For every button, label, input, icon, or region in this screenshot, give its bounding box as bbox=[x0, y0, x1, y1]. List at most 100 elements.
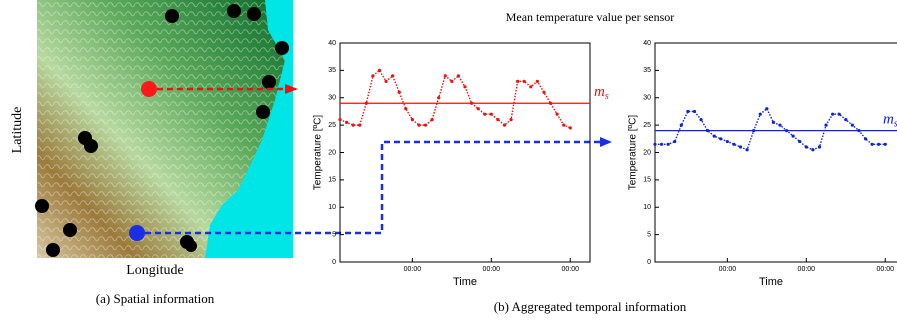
blue-arrowhead bbox=[600, 137, 612, 147]
series-line bbox=[340, 70, 570, 127]
data-point bbox=[759, 113, 762, 116]
x-tick-label: 00:00 bbox=[483, 266, 501, 273]
data-point bbox=[653, 143, 656, 146]
y-tick-label: 15 bbox=[328, 177, 336, 184]
data-point bbox=[384, 80, 387, 83]
y-tick-label: 0 bbox=[332, 259, 336, 266]
plot-frame bbox=[655, 43, 897, 262]
data-point bbox=[719, 137, 722, 140]
data-point bbox=[477, 107, 480, 110]
data-point bbox=[516, 80, 519, 83]
data-point bbox=[542, 91, 545, 94]
y-tick-label: 30 bbox=[328, 95, 336, 102]
mean-label-main: m bbox=[883, 112, 894, 128]
data-point bbox=[673, 140, 676, 143]
data-point bbox=[411, 118, 414, 121]
y-tick-label: 40 bbox=[643, 40, 651, 47]
data-point bbox=[818, 145, 821, 148]
x-tick-label: 00:00 bbox=[876, 266, 894, 273]
data-point bbox=[437, 96, 440, 99]
data-point bbox=[371, 74, 374, 77]
mean-label-main: m bbox=[594, 85, 605, 101]
x-tick-label: 00:00 bbox=[561, 266, 579, 273]
data-point bbox=[857, 129, 860, 132]
data-point bbox=[746, 148, 749, 151]
y-tick-label: 35 bbox=[328, 67, 336, 74]
data-point bbox=[798, 140, 801, 143]
data-point bbox=[529, 85, 532, 88]
map-y-label: Latitude bbox=[10, 107, 25, 154]
data-point bbox=[378, 69, 381, 72]
data-point bbox=[660, 143, 663, 146]
data-point bbox=[726, 140, 729, 143]
y-axis-label: Temperature [ºC] bbox=[628, 115, 639, 191]
data-point bbox=[699, 118, 702, 121]
data-point bbox=[391, 74, 394, 77]
data-point bbox=[417, 124, 420, 127]
series-line bbox=[655, 109, 885, 150]
data-point bbox=[549, 102, 552, 105]
data-point bbox=[509, 118, 512, 121]
data-point bbox=[792, 134, 795, 137]
data-point bbox=[424, 124, 427, 127]
data-point bbox=[838, 113, 841, 116]
mean-label: ms bbox=[883, 112, 897, 130]
data-point bbox=[811, 148, 814, 151]
data-point bbox=[772, 121, 775, 124]
data-point bbox=[338, 118, 341, 121]
data-point bbox=[358, 124, 361, 127]
x-tick-label: 00:00 bbox=[719, 266, 737, 273]
data-point bbox=[503, 124, 506, 127]
data-point bbox=[365, 102, 368, 105]
data-point bbox=[483, 113, 486, 116]
data-point bbox=[536, 80, 539, 83]
data-point bbox=[844, 118, 847, 121]
data-point bbox=[693, 110, 696, 113]
data-point bbox=[805, 145, 808, 148]
x-tick-label: 00:00 bbox=[404, 266, 422, 273]
data-point bbox=[457, 74, 460, 77]
figure-title: Mean temperature value per sensor bbox=[506, 10, 675, 24]
x-axis-label: Time bbox=[453, 276, 477, 288]
data-point bbox=[562, 124, 565, 127]
y-axis-label: Temperature [ºC] bbox=[313, 115, 324, 191]
map-x-label: Longitude bbox=[126, 263, 184, 278]
y-tick-label: 5 bbox=[332, 231, 336, 238]
data-point bbox=[785, 129, 788, 132]
data-point bbox=[739, 145, 742, 148]
data-point bbox=[851, 124, 854, 127]
data-point bbox=[450, 80, 453, 83]
data-point bbox=[778, 124, 781, 127]
data-point bbox=[523, 80, 526, 83]
data-point bbox=[667, 143, 670, 146]
mean-label-sub: s bbox=[605, 92, 609, 103]
data-point bbox=[345, 121, 348, 124]
data-point bbox=[831, 113, 834, 116]
y-tick-label: 10 bbox=[643, 204, 651, 211]
data-point bbox=[490, 113, 493, 116]
data-point bbox=[686, 110, 689, 113]
y-tick-label: 25 bbox=[643, 122, 651, 129]
data-point bbox=[404, 107, 407, 110]
data-point bbox=[569, 126, 572, 129]
data-point bbox=[706, 129, 709, 132]
mean-label: ms bbox=[594, 85, 609, 103]
data-point bbox=[713, 134, 716, 137]
y-tick-label: 35 bbox=[643, 67, 651, 74]
y-tick-label: 5 bbox=[647, 231, 651, 238]
data-point bbox=[431, 118, 434, 121]
y-tick-label: 0 bbox=[647, 259, 651, 266]
y-tick-label: 20 bbox=[643, 149, 651, 156]
chart: 051015202530354000:0000:0000:00TimeTempe… bbox=[313, 40, 609, 288]
data-point bbox=[556, 113, 559, 116]
selected-sensor-red bbox=[141, 81, 157, 97]
data-point bbox=[470, 102, 473, 105]
map bbox=[35, 0, 293, 258]
data-point bbox=[765, 107, 768, 110]
figure: Latitude Longitude (a) Spatial informati… bbox=[0, 0, 897, 323]
data-point bbox=[752, 129, 755, 132]
caption: (a) Spatial information bbox=[96, 291, 215, 306]
data-point bbox=[398, 91, 401, 94]
y-tick-label: 15 bbox=[643, 177, 651, 184]
